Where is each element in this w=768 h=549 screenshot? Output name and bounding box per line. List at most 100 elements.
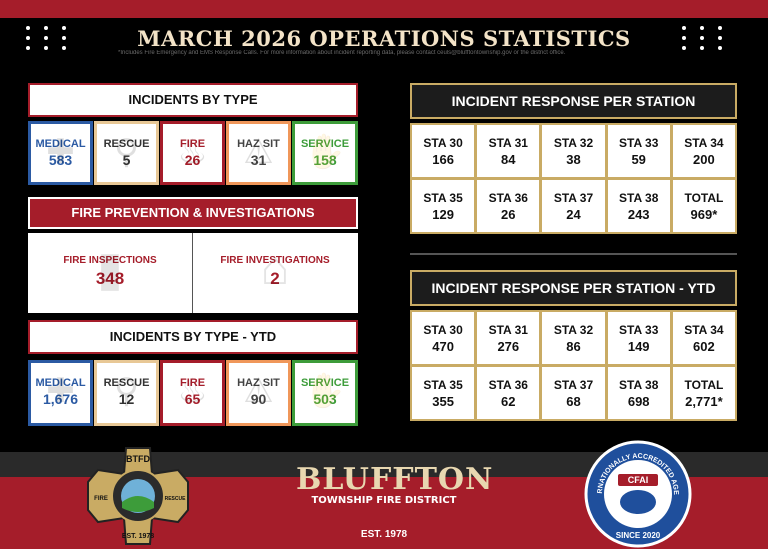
fire-inspections-value: 348 bbox=[95, 269, 125, 288]
station-cell: STA 37 24 bbox=[542, 180, 605, 232]
station-response-ytd-header: INCIDENT RESPONSE PER STATION - YTD bbox=[410, 270, 737, 306]
station-value: 24 bbox=[566, 207, 581, 222]
fire-investigations-cell: ⌂ FIRE INVESTIGATIONS 2 bbox=[193, 233, 357, 313]
station-label: STA 32 bbox=[553, 136, 594, 150]
station-label: STA 30 bbox=[423, 323, 463, 337]
station-cell: STA 30 470 bbox=[412, 312, 475, 364]
fire-prevention-header: FIRE PREVENTION & INVESTIGATIONS bbox=[28, 197, 358, 229]
tile-label: SERVICE bbox=[300, 138, 350, 150]
tile-haz-sit: ⚠ HAZ SIT 31 bbox=[226, 121, 291, 185]
tile-service: ✋ SERVICE 158 bbox=[292, 121, 358, 185]
tile-label: MEDICAL bbox=[35, 377, 86, 389]
badge-left-text: FIRE bbox=[94, 496, 108, 502]
station-label: TOTAL bbox=[684, 191, 724, 205]
brand-subtitle: TOWNSHIP FIRE DISTRICT bbox=[311, 495, 457, 506]
magnifier-icon: ⚲ bbox=[114, 133, 139, 171]
magnifier-icon: ⚲ bbox=[114, 372, 139, 410]
station-label: STA 33 bbox=[619, 136, 659, 150]
decorative-dots-right bbox=[682, 26, 730, 50]
tile-label: SERVICE bbox=[300, 377, 350, 389]
fire-prevention-panel: ▮ FIRE INSPECTIONS 348 ⌂ FIRE INVESTIGAT… bbox=[28, 233, 358, 313]
tile-medical: ✚ MEDICAL 583 bbox=[28, 121, 93, 185]
station-cell: STA 35 129 bbox=[412, 180, 475, 232]
station-value: 698 bbox=[627, 394, 650, 409]
tile-label: FIRE bbox=[179, 138, 206, 150]
station-label: STA 34 bbox=[684, 323, 724, 337]
station-cell: STA 31 276 bbox=[477, 312, 540, 364]
tile-value: 26 bbox=[184, 152, 201, 168]
divider bbox=[192, 233, 193, 313]
station-total-cell: TOTAL 969* bbox=[672, 180, 735, 232]
station-cell: STA 36 26 bbox=[477, 180, 540, 232]
incidents-by-type-header: INCIDENTS BY TYPE bbox=[28, 83, 358, 117]
tile-medical-ytd: ✚ MEDICAL 1,676 bbox=[28, 360, 93, 426]
globe-icon bbox=[620, 490, 656, 514]
top-band bbox=[0, 0, 768, 18]
badge-right-text: RESCUE bbox=[165, 496, 187, 502]
badge-bottom-text: EST. 1978 bbox=[122, 533, 154, 540]
tile-value: 12 bbox=[118, 391, 135, 407]
extinguisher-icon: ▮ bbox=[96, 243, 124, 296]
station-value: 68 bbox=[566, 394, 581, 409]
station-value: 602 bbox=[693, 339, 715, 354]
station-label: STA 31 bbox=[488, 136, 528, 150]
tile-fire: ♨ FIRE 26 bbox=[160, 121, 225, 185]
station-label: TOTAL bbox=[684, 378, 724, 392]
flame-icon: ♨ bbox=[177, 133, 208, 171]
badge-top-text: BTFD bbox=[126, 454, 150, 464]
station-label: STA 38 bbox=[619, 378, 659, 392]
tile-service-ytd: ✋ SERVICE 503 bbox=[292, 360, 358, 426]
station-cell: STA 32 86 bbox=[542, 312, 605, 364]
station-cell: STA 31 84 bbox=[477, 125, 540, 177]
station-value: 38 bbox=[566, 152, 581, 167]
station-label: STA 30 bbox=[423, 136, 463, 150]
station-value: 200 bbox=[693, 152, 715, 167]
station-cell: STA 33 59 bbox=[607, 125, 670, 177]
station-label: STA 33 bbox=[619, 323, 659, 337]
station-label: STA 37 bbox=[553, 378, 594, 392]
btfd-badge-logo: BTFD FIRE RESCUE EST. 1978 bbox=[87, 447, 189, 545]
hazard-icon: ⚠ bbox=[243, 133, 274, 171]
station-label: STA 34 bbox=[684, 136, 724, 150]
station-response-header: INCIDENT RESPONSE PER STATION bbox=[410, 83, 737, 119]
station-label: STA 35 bbox=[423, 378, 463, 392]
station-total-cell: TOTAL 2,771* bbox=[672, 367, 735, 419]
tile-label: FIRE bbox=[179, 377, 206, 389]
flame-icon: ♨ bbox=[177, 372, 208, 410]
medical-star-icon: ✚ bbox=[46, 372, 75, 410]
station-value: 86 bbox=[566, 339, 581, 354]
station-response-grid: STA 30 166 STA 31 84 STA 32 38 STA 33 59 STA… bbox=[410, 123, 737, 234]
tile-value: 583 bbox=[48, 152, 73, 168]
station-value: 84 bbox=[501, 152, 516, 167]
station-cell: STA 30 166 bbox=[412, 125, 475, 177]
seal-center-text: CFAI bbox=[628, 475, 649, 485]
tile-value: 503 bbox=[313, 391, 337, 407]
brand-wordmark: BLUFFTON TOWNSHIP FIRE DISTRICT bbox=[296, 462, 492, 506]
station-cell: STA 33 149 bbox=[607, 312, 670, 364]
tile-label: HAZ SIT bbox=[237, 377, 280, 389]
station-label: STA 31 bbox=[488, 323, 528, 337]
tile-label: HAZ SIT bbox=[237, 138, 280, 150]
station-cell: STA 36 62 bbox=[477, 367, 540, 419]
tile-value: 31 bbox=[250, 152, 267, 168]
station-value: 355 bbox=[432, 394, 454, 409]
station-cell: STA 38 243 bbox=[607, 180, 670, 232]
station-value: 2,771* bbox=[685, 394, 723, 409]
seal-bottom-text: SINCE 2020 bbox=[616, 531, 661, 540]
station-value: 166 bbox=[432, 152, 454, 167]
station-label: STA 32 bbox=[553, 323, 594, 337]
hazard-icon: ⚠ bbox=[243, 372, 274, 410]
tile-value: 65 bbox=[184, 391, 201, 407]
tile-value: 1,676 bbox=[42, 391, 79, 407]
station-cell: STA 38 698 bbox=[607, 367, 670, 419]
station-cell: STA 37 68 bbox=[542, 367, 605, 419]
tile-label: MEDICAL bbox=[35, 138, 86, 150]
station-value: 243 bbox=[627, 207, 650, 222]
tile-value: 158 bbox=[313, 152, 337, 168]
hand-icon: ✋ bbox=[303, 372, 347, 410]
page-subtitle: *Includes Fire Emergency and EMS Respons… bbox=[118, 50, 566, 56]
established-text: EST. 1978 bbox=[360, 529, 408, 540]
station-value: 26 bbox=[501, 207, 516, 222]
tile-value: 90 bbox=[250, 391, 267, 407]
decorative-dots-left bbox=[26, 26, 74, 50]
